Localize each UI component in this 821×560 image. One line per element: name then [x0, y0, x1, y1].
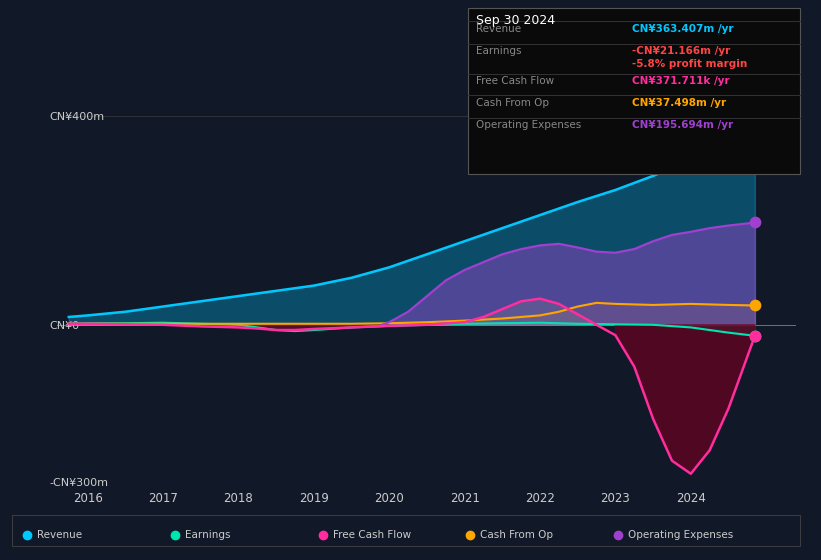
Text: Revenue: Revenue	[37, 530, 82, 540]
Point	[748, 130, 761, 139]
Text: -5.8% profit margin: -5.8% profit margin	[632, 59, 747, 69]
Text: Cash From Op: Cash From Op	[476, 98, 549, 108]
Text: Operating Expenses: Operating Expenses	[628, 530, 733, 540]
Text: Cash From Op: Cash From Op	[480, 530, 553, 540]
Text: Earnings: Earnings	[185, 530, 230, 540]
Text: CN¥371.711k /yr: CN¥371.711k /yr	[632, 76, 730, 86]
Point	[748, 332, 761, 340]
Text: CN¥195.694m /yr: CN¥195.694m /yr	[632, 120, 733, 130]
Text: CN¥363.407m /yr: CN¥363.407m /yr	[632, 24, 734, 34]
Text: Sep 30 2024: Sep 30 2024	[476, 14, 555, 27]
Point	[748, 218, 761, 227]
Text: Operating Expenses: Operating Expenses	[476, 120, 581, 130]
Point	[748, 301, 761, 310]
Point	[748, 332, 761, 340]
Text: CN¥37.498m /yr: CN¥37.498m /yr	[632, 98, 727, 108]
Text: Free Cash Flow: Free Cash Flow	[333, 530, 410, 540]
Text: -CN¥21.166m /yr: -CN¥21.166m /yr	[632, 46, 731, 57]
Text: Free Cash Flow: Free Cash Flow	[476, 76, 554, 86]
Text: Revenue: Revenue	[476, 24, 521, 34]
Text: Earnings: Earnings	[476, 46, 521, 57]
